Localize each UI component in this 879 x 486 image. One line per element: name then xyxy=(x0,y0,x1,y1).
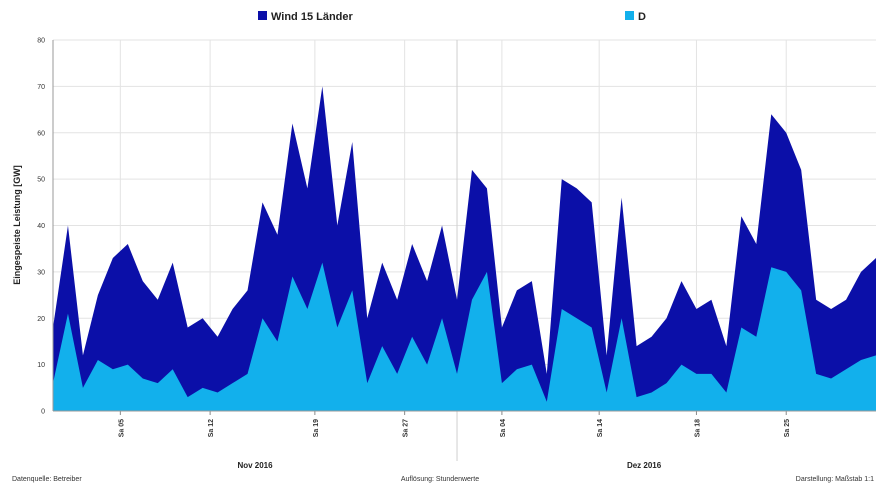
legend: Wind 15 Länder D xyxy=(258,11,646,23)
y-tick-label: 10 xyxy=(37,362,45,369)
series-areas xyxy=(53,86,876,411)
footer-credit: Darstellung: Maßstab 1:1 xyxy=(796,476,874,483)
y-tick-label: 80 xyxy=(37,38,45,45)
legend-label-d: D xyxy=(638,11,646,23)
y-tick-label: 50 xyxy=(37,177,45,184)
y-tick-label: 20 xyxy=(37,316,45,323)
x-tick-label: Sa 27 xyxy=(403,419,410,437)
footer-resolution: Auflösung: Stundenwerte xyxy=(401,476,479,483)
legend-swatch-d xyxy=(625,11,634,20)
series-area-wind-15-laender xyxy=(53,86,876,411)
x-tick-label: Sa 14 xyxy=(597,419,604,437)
x-tick-label: Sa 18 xyxy=(694,419,701,437)
legend-swatch-wind-15-laender xyxy=(258,11,267,20)
series-area-d xyxy=(53,262,876,411)
y-tick-label: 40 xyxy=(37,223,45,230)
axes: 0 10 20 30 40 50 60 70 80 Sa 05 Sa 12 Sa 19 Sa 27 Sa … xyxy=(37,38,876,437)
x-tick-label: Sa 25 xyxy=(784,419,791,437)
y-tick-label: 0 xyxy=(41,409,45,416)
footer-source: Datenquelle: Betreiber xyxy=(12,476,82,483)
month-label-nov: Nov 2016 xyxy=(237,461,273,470)
month-label-dez: Dez 2016 xyxy=(627,461,662,470)
y-axis-label: Eingespeiste Leistung [GW] xyxy=(12,165,22,285)
x-tick-label: Sa 05 xyxy=(118,419,125,437)
x-tick-label: Sa 19 xyxy=(313,419,320,437)
y-tick-label: 70 xyxy=(37,84,45,91)
y-tick-label: 30 xyxy=(37,269,45,276)
x-tick-label: Sa 04 xyxy=(500,419,507,437)
y-tick-label: 60 xyxy=(37,130,45,137)
x-tick-label: Sa 12 xyxy=(208,419,215,437)
legend-label-wind-15-laender: Wind 15 Länder xyxy=(271,11,354,23)
